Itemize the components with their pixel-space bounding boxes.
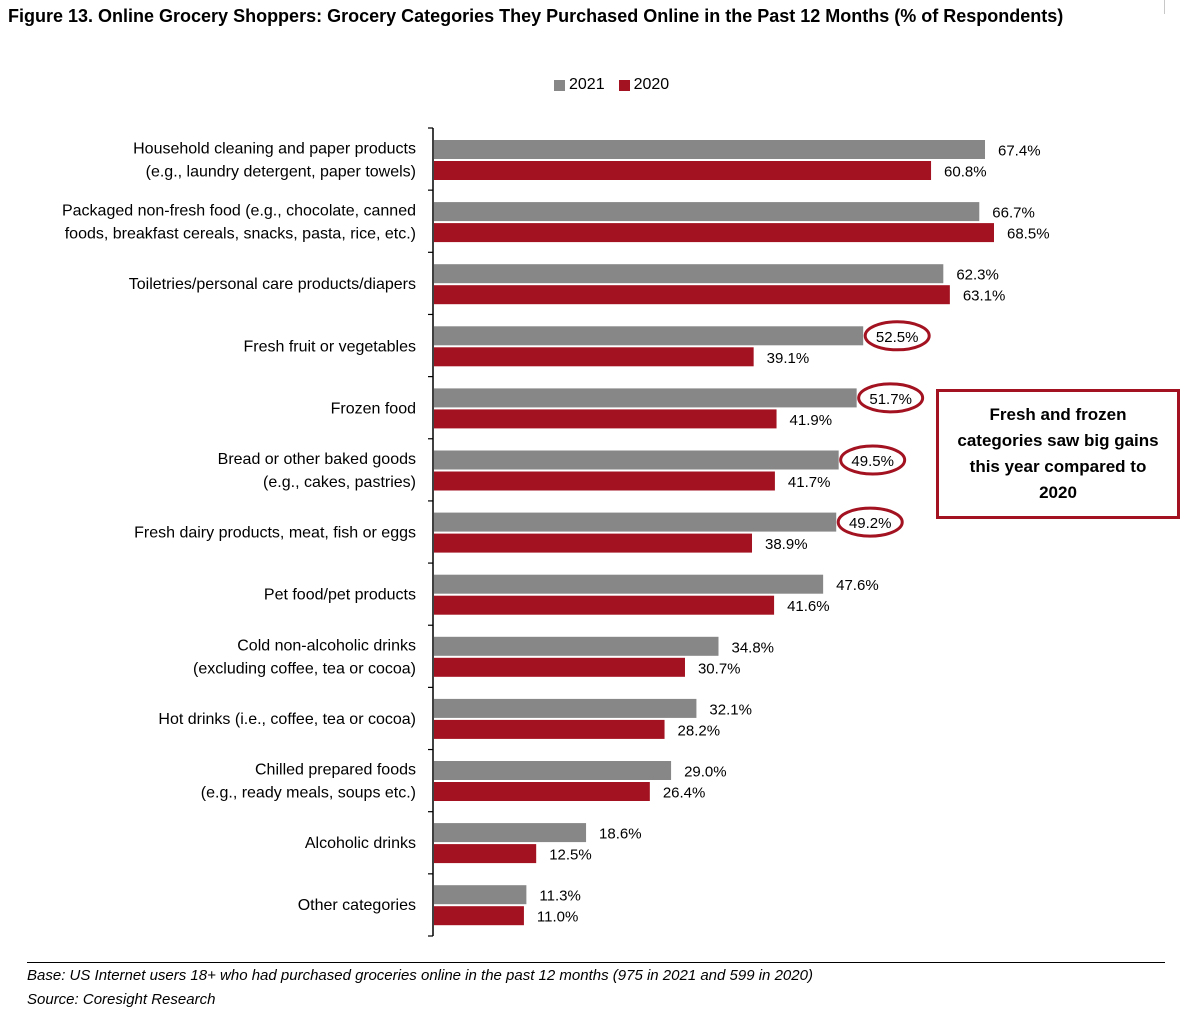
data-label-2021: 47.6% bbox=[836, 577, 879, 594]
data-label-2021: 29.0% bbox=[684, 764, 727, 781]
bar-2020 bbox=[434, 285, 950, 305]
data-label-2021: 52.5% bbox=[876, 329, 919, 346]
bar-2021 bbox=[434, 823, 587, 843]
data-label-2020: 39.1% bbox=[767, 350, 810, 367]
callout-box: Fresh and frozen categories saw big gain… bbox=[936, 389, 1180, 519]
bar-2020 bbox=[434, 719, 665, 739]
data-label-2020: 38.9% bbox=[765, 536, 808, 553]
data-label-2020: 41.6% bbox=[787, 598, 830, 615]
data-label-2021: 67.4% bbox=[998, 143, 1041, 160]
base-note: Base: US Internet users 18+ who had purc… bbox=[27, 967, 813, 984]
top-divider bbox=[1164, 0, 1165, 14]
highlight-ellipse bbox=[839, 444, 907, 476]
category-label: Hot drinks (i.e., coffee, tea or cocoa) bbox=[158, 711, 416, 728]
bar-2020 bbox=[434, 657, 685, 677]
data-label-2020: 26.4% bbox=[663, 785, 706, 802]
footer-divider bbox=[27, 962, 1165, 963]
data-label-2020: 11.0% bbox=[537, 909, 578, 926]
data-label-2021: 34.8% bbox=[731, 639, 774, 656]
legend: 2021 2020 bbox=[554, 76, 683, 94]
bar-2021 bbox=[434, 574, 824, 594]
highlight-ellipse bbox=[857, 382, 925, 414]
data-label-2021: 66.7% bbox=[992, 205, 1035, 222]
bar-2021 bbox=[434, 761, 672, 780]
category-label: Bread or other baked goods bbox=[218, 451, 416, 468]
highlight-ellipse bbox=[836, 506, 904, 538]
category-label: (e.g., laundry detergent, paper towels) bbox=[146, 164, 416, 181]
bar-2020 bbox=[434, 782, 650, 801]
data-label-2020: 41.9% bbox=[790, 412, 833, 429]
bar-2021 bbox=[434, 326, 864, 346]
highlight-ellipse bbox=[863, 320, 931, 352]
legend-swatch-2021 bbox=[554, 79, 565, 91]
data-label-2020: 30.7% bbox=[698, 660, 741, 677]
bar-2021 bbox=[434, 388, 857, 408]
legend-label-2021: 2021 bbox=[569, 76, 605, 93]
bar-2020 bbox=[434, 844, 537, 864]
bar-2020 bbox=[434, 533, 753, 553]
bar-2020 bbox=[434, 161, 932, 180]
source-note: Source: Coresight Research bbox=[27, 991, 216, 1008]
data-label-2021: 49.2% bbox=[849, 515, 892, 532]
bar-2021 bbox=[434, 698, 697, 718]
data-label-2021: 62.3% bbox=[956, 267, 999, 284]
data-label-2021: 18.6% bbox=[599, 826, 642, 843]
data-label-2020: 63.1% bbox=[963, 288, 1006, 305]
data-label-2020: 68.5% bbox=[1007, 226, 1050, 243]
category-label: (e.g., cakes, pastries) bbox=[263, 474, 416, 491]
bar-2020 bbox=[434, 347, 754, 367]
legend-item-2020: 2020 bbox=[618, 76, 670, 94]
category-label: Fresh fruit or vegetables bbox=[243, 338, 416, 355]
legend-swatch-2020 bbox=[618, 79, 630, 91]
bar-2020 bbox=[434, 595, 775, 615]
category-label: Alcoholic drinks bbox=[305, 835, 416, 852]
bar-2020 bbox=[434, 471, 775, 491]
category-label: Pet food/pet products bbox=[264, 587, 416, 604]
legend-label-2020: 2020 bbox=[633, 76, 670, 93]
data-label-2020: 60.8% bbox=[944, 164, 987, 181]
category-label: Fresh dairy products, meat, fish or eggs bbox=[134, 525, 416, 542]
bar-2021 bbox=[434, 264, 944, 284]
data-label-2021: 32.1% bbox=[709, 701, 752, 718]
bar-2021 bbox=[434, 885, 527, 905]
bar-2020 bbox=[434, 409, 777, 429]
category-label: Frozen food bbox=[331, 400, 416, 417]
bar-2021 bbox=[434, 140, 986, 159]
data-label-2020: 41.7% bbox=[788, 474, 831, 491]
bar-2020 bbox=[434, 906, 524, 926]
data-label-2021: 51.7% bbox=[869, 391, 912, 408]
category-label: Household cleaning and paper products bbox=[133, 141, 416, 158]
data-label-2021: 11.3% bbox=[539, 888, 580, 905]
chart-title: Figure 13. Online Grocery Shoppers: Groc… bbox=[8, 6, 1064, 26]
data-label-2020: 12.5% bbox=[549, 847, 592, 864]
category-label: Toiletries/personal care products/diaper… bbox=[129, 276, 416, 293]
category-label: Other categories bbox=[298, 897, 416, 914]
category-label: Cold non-alcoholic drinks bbox=[237, 637, 416, 654]
bar-2021 bbox=[434, 202, 980, 222]
category-label: (excluding coffee, tea or cocoa) bbox=[193, 660, 416, 677]
category-label: Chilled prepared foods bbox=[255, 762, 416, 779]
data-label-2020: 28.2% bbox=[678, 722, 721, 739]
callout-text: Fresh and frozen categories saw big gain… bbox=[957, 405, 1159, 502]
category-label: foods, breakfast cereals, snacks, pasta,… bbox=[65, 226, 416, 243]
category-label: Packaged non-fresh food (e.g., chocolate… bbox=[62, 203, 416, 220]
bar-2021 bbox=[434, 636, 719, 656]
category-label: (e.g., ready meals, soups etc.) bbox=[201, 785, 416, 802]
legend-item-2021: 2021 bbox=[554, 76, 605, 94]
bar-2020 bbox=[434, 223, 994, 243]
data-label-2021: 49.5% bbox=[851, 453, 894, 470]
bar-2021 bbox=[434, 450, 839, 470]
bar-2021 bbox=[434, 512, 837, 532]
